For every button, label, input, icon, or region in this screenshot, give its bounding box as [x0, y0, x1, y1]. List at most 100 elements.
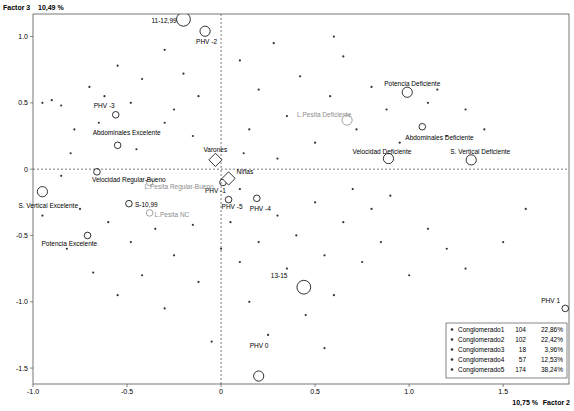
cluster-point — [60, 175, 62, 177]
category-point — [177, 14, 191, 26]
x-tick-label: 1.0 — [404, 388, 414, 395]
cluster-point — [258, 241, 260, 243]
cluster-point — [273, 42, 275, 44]
x-tick-label: 0.5 — [310, 388, 320, 395]
cluster-point — [211, 340, 213, 342]
cluster-point — [192, 224, 194, 226]
x-tick-label: -1.0 — [27, 388, 39, 395]
category-point — [209, 153, 222, 166]
y-tick — [30, 169, 33, 170]
cluster-point — [329, 95, 331, 97]
category-label: L.Pesita NC — [155, 211, 190, 218]
cluster-point — [66, 248, 68, 250]
y-tick-label: -1.5 — [16, 365, 28, 372]
y-tick — [30, 235, 33, 236]
cluster-point — [130, 241, 132, 243]
cluster-point — [361, 261, 363, 263]
cluster-point — [305, 314, 307, 316]
category-label: Potencia Excelente — [42, 240, 98, 247]
category-point — [146, 210, 153, 217]
category-point — [37, 187, 47, 197]
y-tick-label: 0 — [24, 166, 28, 173]
cluster-point — [141, 274, 143, 276]
x-axis-title: Factor 2 — [543, 399, 570, 406]
category-label: S. Vertical Excelente — [18, 202, 78, 209]
category-point — [562, 305, 569, 312]
cluster-point — [239, 188, 241, 190]
cluster-point — [314, 201, 316, 203]
cluster-point — [135, 148, 137, 150]
cluster-point — [276, 214, 278, 216]
legend-count: 174 — [515, 366, 526, 373]
legend-label: Conglomerado3 — [458, 346, 505, 354]
cluster-point — [464, 108, 466, 110]
category-point — [419, 123, 426, 130]
cluster-point — [79, 208, 81, 210]
category-point — [402, 87, 412, 97]
category-point — [84, 232, 91, 239]
marks — [37, 14, 568, 381]
legend: Conglomerado110422,86%Conglomerado210222… — [446, 323, 567, 378]
cluster-point — [385, 108, 387, 110]
cluster-point — [267, 334, 269, 336]
cluster-point — [173, 254, 175, 256]
category-label: L.Pesita Deficiente — [297, 111, 352, 118]
category-label: Potencia Deficiente — [384, 80, 440, 87]
legend-label: Conglomerado5 — [458, 366, 505, 374]
legend-marker — [451, 338, 454, 341]
x-tick — [315, 384, 316, 387]
x-tick — [221, 384, 222, 387]
x-tick-label: 1.5 — [498, 388, 508, 395]
cluster-point — [164, 307, 166, 309]
x-tick — [503, 384, 504, 387]
legend-share: 38,24% — [541, 366, 563, 373]
cluster-point — [73, 128, 75, 130]
cluster-point — [141, 78, 143, 80]
y-tick — [30, 301, 33, 302]
cluster-point — [446, 248, 448, 250]
cluster-point — [173, 108, 175, 110]
legend-marker — [451, 328, 454, 331]
category-label: L.Pesita Regular-Bueno — [145, 183, 214, 191]
cluster-point — [98, 122, 100, 124]
x-tick-label: -0.5 — [121, 388, 133, 395]
cluster-point — [333, 294, 335, 296]
legend-marker — [451, 348, 454, 351]
cluster-point — [483, 128, 485, 130]
cluster-point — [427, 228, 429, 230]
cluster-point — [399, 142, 401, 144]
cluster-point — [333, 35, 335, 37]
cluster-point — [220, 248, 222, 250]
cluster-point — [323, 347, 325, 349]
cluster-point — [464, 268, 466, 270]
cluster-point — [248, 301, 250, 303]
category-label: 11-12,99 — [151, 17, 177, 24]
cluster-point — [286, 268, 288, 270]
cluster-point — [117, 65, 119, 67]
plot-frame — [33, 14, 569, 384]
cluster-point — [197, 95, 199, 97]
cluster-point — [117, 294, 119, 296]
legend-label: Conglomerado2 — [458, 336, 505, 344]
cluster-point — [286, 115, 288, 117]
category-point — [254, 371, 264, 381]
category-label: Varones — [203, 146, 227, 153]
chart: -1.0-0.500.51.01.51.00.50-0.5-1.0-1.5Fac… — [0, 0, 574, 411]
cluster-point — [51, 99, 53, 101]
cluster-point — [239, 59, 241, 61]
y-tick-label: -0.5 — [16, 232, 28, 239]
cluster-point — [164, 122, 166, 124]
cluster-point — [299, 75, 301, 77]
category-label: Velocidad Deficiente — [352, 148, 411, 155]
y-tick-label: 0.5 — [18, 99, 28, 106]
legend-count: 104 — [515, 326, 526, 333]
origin-line — [33, 169, 569, 170]
cluster-point — [436, 88, 438, 90]
cluster-point — [41, 102, 43, 104]
cluster-point — [370, 86, 372, 88]
legend-count: 102 — [515, 336, 526, 343]
cluster-point — [276, 157, 278, 159]
category-point — [383, 153, 393, 163]
cluster-point — [342, 55, 344, 57]
legend-share: 12,53% — [541, 356, 563, 363]
